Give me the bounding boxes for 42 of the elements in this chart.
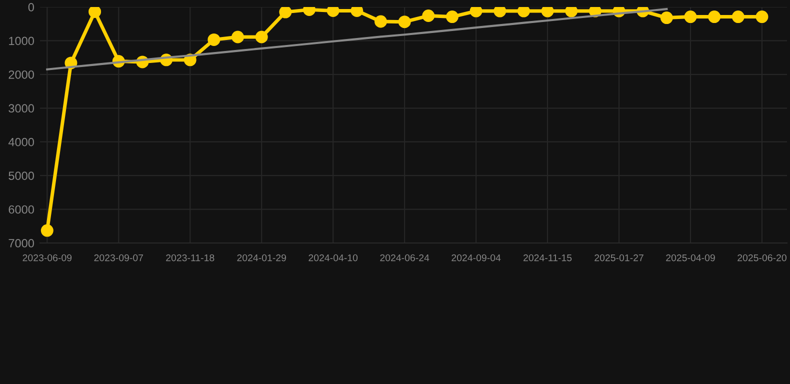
point [208,33,220,46]
point [350,7,364,17]
y-tick-label: 7000 [8,239,34,248]
point [565,7,578,18]
x-tick-label: 2023-06-09 [22,254,72,262]
point [470,7,482,18]
x-tick-label: 2023-09-07 [94,254,144,262]
x-tick-label: 2024-09-04 [452,254,501,262]
line-series [46,8,668,70]
point [541,7,554,18]
point [684,10,697,24]
point [232,30,244,44]
point [660,12,673,24]
point [756,10,768,24]
x-tick-label: 2024-06-24 [380,254,430,262]
point [88,7,102,18]
y-tick-label: 6000 [8,205,34,214]
y-tick-label: 0 [28,3,34,12]
x-tick-label: 2025-04-09 [666,254,715,262]
x-tick-label: 2024-04-10 [308,254,358,262]
y-tick-label: 1000 [9,36,34,46]
point [422,10,435,22]
x-tick-label: 2025-01-27 [594,254,644,262]
point [279,7,292,18]
x-tick-label: 2024-01-29 [237,254,286,262]
x-tick-label: 2025-06-20 [738,254,786,262]
y-tick-label: 5000 [8,172,34,180]
y-tick-label: 2000 [8,70,34,79]
point [255,30,268,44]
x-tick-label: 2024-11-15 [524,254,572,262]
point [40,224,54,237]
point [374,15,387,28]
y-tick-label: 3000 [8,104,34,113]
point [494,7,506,18]
point [732,10,744,24]
point [517,7,530,18]
y-tick-label: 4000 [8,138,34,146]
point [446,10,458,24]
point [326,7,340,17]
point [708,10,721,24]
x-tick-label: 2023-11-18 [166,254,214,262]
point [398,16,411,28]
